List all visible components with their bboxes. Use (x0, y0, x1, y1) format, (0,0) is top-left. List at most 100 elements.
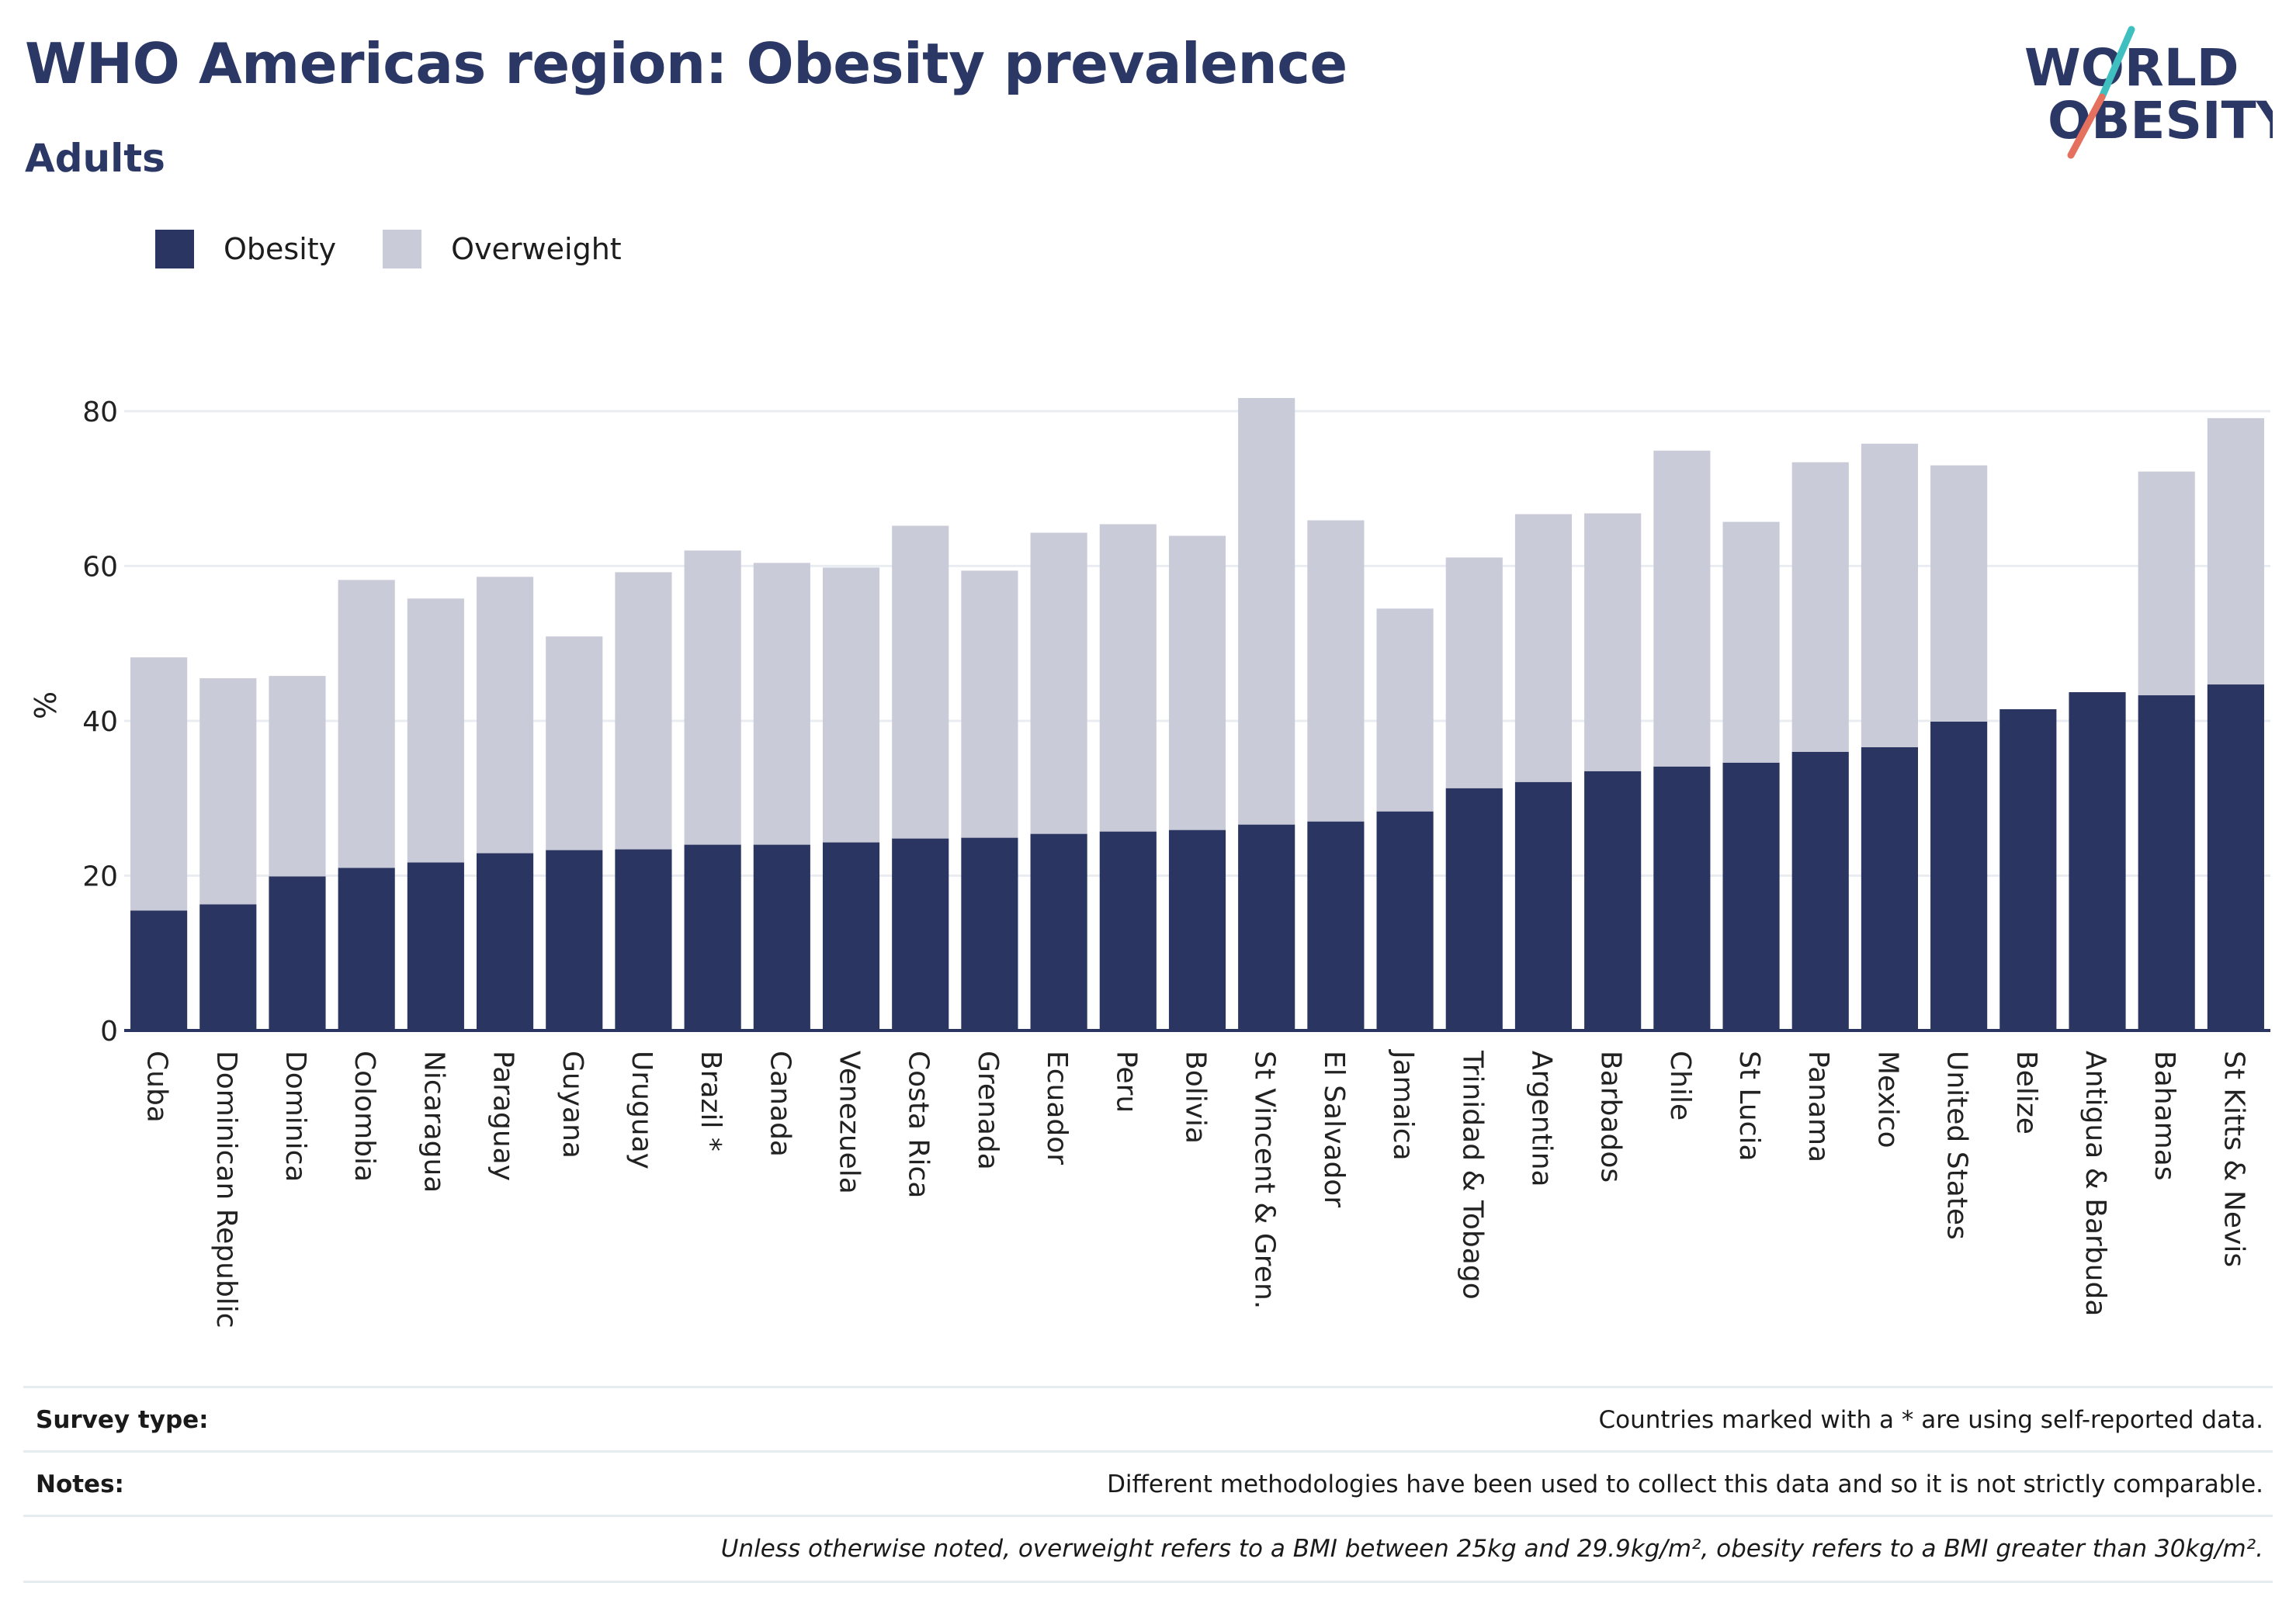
y-tick-label: 60 (82, 551, 118, 583)
x-tick-label: Jamaica (1387, 1049, 1419, 1161)
bar-overweight (338, 580, 395, 868)
bar-overweight (961, 570, 1018, 838)
bar-obesity (269, 876, 326, 1030)
bar-overweight (1584, 513, 1642, 771)
bar-overweight (1930, 465, 1988, 722)
chart-legend: Obesity Overweight (155, 230, 668, 268)
footer-row-survey: Survey type: Countries marked with a * a… (23, 1386, 2273, 1452)
bar-obesity (338, 868, 395, 1030)
notes-label: Notes: (36, 1470, 124, 1498)
x-tick-label: Nicaragua (418, 1051, 449, 1193)
notes-text: Different methodologies have been used t… (1107, 1470, 2263, 1498)
x-tick-label: Venezuela (834, 1051, 865, 1194)
footer-row-definition: Unless otherwise noted, overweight refer… (23, 1515, 2273, 1583)
bar-obesity (892, 838, 949, 1030)
x-tick-label: Guyana (557, 1051, 588, 1159)
bar-obesity (961, 837, 1018, 1030)
bar-obesity (1238, 824, 1295, 1030)
x-tick-label: Costa Rica (903, 1051, 935, 1198)
bar-overweight (1238, 397, 1295, 825)
bar-obesity (1030, 833, 1087, 1030)
x-tick-label: Grenada (972, 1051, 1004, 1170)
x-tick-label: St Lucia (1733, 1051, 1765, 1162)
x-tick-label: Belize (2010, 1051, 2042, 1134)
bar-overweight (1307, 520, 1365, 822)
footer-row-notes: Notes: Different methodologies have been… (23, 1450, 2273, 1516)
x-tick-label: Dominican Republic (210, 1051, 242, 1328)
x-tick-label: Paraguay (487, 1051, 519, 1181)
x-tick-label: Uruguay (626, 1051, 657, 1169)
bar-obesity (1791, 751, 1849, 1030)
page-title: WHO Americas region: Obesity prevalence (25, 31, 1347, 96)
x-tick-label: Ecuador (1041, 1051, 1073, 1165)
bar-obesity (1307, 821, 1365, 1030)
bar-overweight (476, 577, 534, 854)
x-tick-label: Canada (764, 1051, 796, 1157)
bar-obesity (2138, 695, 2195, 1030)
bar-overweight (199, 678, 257, 905)
x-tick-label: Dominica (279, 1051, 311, 1183)
bar-overweight (130, 657, 188, 911)
bar-obesity (476, 853, 534, 1030)
bar-overweight (2207, 417, 2264, 685)
bar-obesity (1930, 721, 1988, 1030)
x-tick-label: Bolivia (1180, 1051, 1212, 1144)
bar-overweight (1514, 514, 1573, 782)
legend-swatch-overweight (383, 230, 422, 268)
bar-overweight (1653, 450, 1711, 767)
bar-obesity (1999, 708, 2057, 1030)
x-tick-label: United States (1941, 1051, 1973, 1240)
x-tick-label: El Salvador (1318, 1051, 1350, 1207)
bar-obesity (407, 862, 464, 1030)
bar-overweight (1099, 524, 1157, 832)
bar-obesity (753, 844, 810, 1030)
legend-item-obesity: Obesity (155, 230, 336, 268)
bar-overweight (546, 636, 603, 850)
logo-text-world: WORLD (2024, 38, 2239, 98)
legend-swatch-obesity (155, 230, 194, 268)
bar-overweight (822, 567, 880, 843)
bar-obesity (1861, 746, 1919, 1030)
x-tick-label: Argentina (1525, 1051, 1557, 1187)
x-tick-label: Peru (1110, 1051, 1142, 1113)
bar-obesity (2207, 684, 2264, 1030)
bar-obesity (199, 904, 257, 1030)
bar-overweight (1791, 462, 1849, 752)
bar-obesity (1653, 766, 1711, 1030)
y-tick-label: 80 (82, 397, 118, 428)
x-tick-label: Trinidad & Tobago (1456, 1050, 1488, 1300)
legend-label-obesity: Obesity (224, 232, 337, 266)
survey-type-text: Countries marked with a * are using self… (1598, 1406, 2264, 1434)
x-tick-label: Bahamas (2149, 1051, 2180, 1181)
x-tick-label: St Kitts & Nevis (2218, 1051, 2249, 1267)
x-tick-label: St Vincent & Gren. (1249, 1051, 1281, 1309)
stacked-bar-chart: 0 20 40 60 80% Cuba Dominican Republic Dominica… (29, 397, 2270, 1328)
bar-obesity (822, 842, 880, 1030)
bar-overweight (615, 572, 672, 850)
bar-obesity (1514, 781, 1573, 1030)
logo-slash-teal (2098, 26, 2135, 101)
bar-overweight (1445, 557, 1503, 788)
bar-obesity (684, 844, 741, 1030)
x-tick-label: Chile (1664, 1051, 1696, 1120)
y-tick-label: 20 (82, 861, 118, 892)
logo-text-obesity: OBESITY (2048, 91, 2273, 151)
bar-obesity (1445, 788, 1503, 1030)
x-tick-label: Colombia (349, 1051, 380, 1182)
bar-obesity (1584, 771, 1642, 1030)
bar-overweight (1861, 443, 1919, 747)
bar-overweight (1168, 535, 1226, 830)
x-tick-label: Brazil * (695, 1051, 727, 1152)
definition-text: Unless otherwise noted, overweight refer… (720, 1535, 2263, 1563)
bar-obesity (615, 849, 672, 1030)
bar-overweight (269, 676, 326, 877)
y-tick-label: 0 (100, 1016, 118, 1048)
x-tick-label: Mexico (1871, 1051, 1903, 1148)
bar-obesity (1168, 830, 1226, 1030)
bar-overweight (1376, 608, 1434, 812)
y-tick-label: 40 (82, 706, 118, 738)
bar-obesity (130, 910, 188, 1030)
logo-slash-coral (2067, 93, 2106, 159)
bar-obesity (2069, 692, 2126, 1030)
world-obesity-logo: WORLD OBESITY (2024, 26, 2273, 159)
